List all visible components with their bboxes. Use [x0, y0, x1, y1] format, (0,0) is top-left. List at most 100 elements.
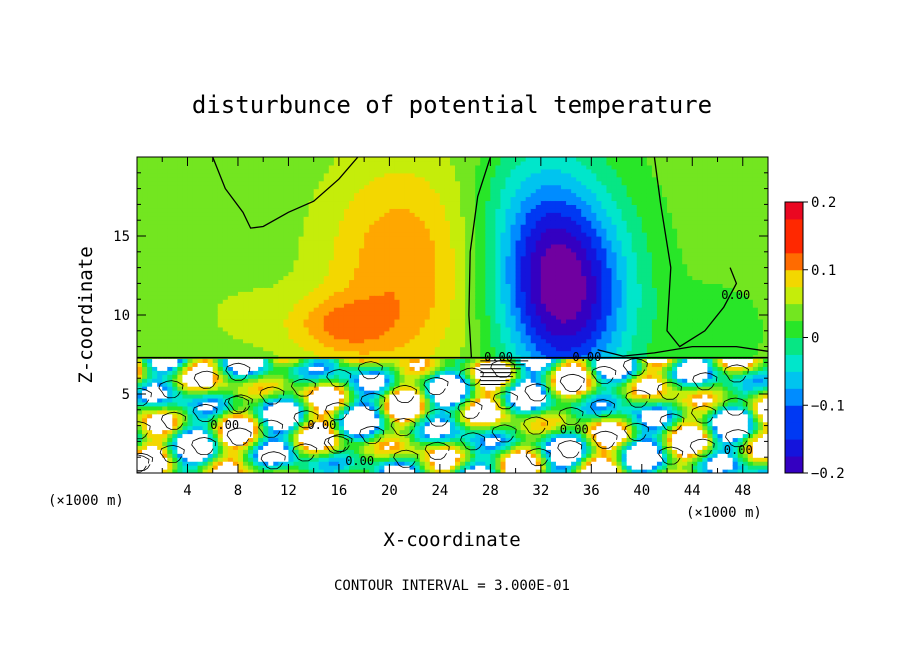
contour-line [212, 157, 359, 229]
contour-line [326, 369, 352, 388]
x-unit-left: (×1000 m) [48, 493, 124, 509]
contour-line [492, 391, 518, 410]
contour-line [160, 411, 187, 430]
contour-line [227, 394, 253, 413]
contour-label: 0.00 [724, 443, 753, 457]
contour-line [137, 454, 150, 473]
contour-line [423, 376, 449, 396]
x-unit-right: (×1000 m) [686, 505, 762, 521]
x-tick-label: 8 [234, 483, 242, 499]
colorbar-band [785, 218, 803, 237]
contour-line [656, 381, 682, 400]
colorbar-ticks: 0.2 0.1 0 −0.1 −0.2 [803, 195, 845, 482]
contour-line [137, 421, 151, 440]
contour-line [689, 438, 715, 457]
contour-label: 0.00 [721, 288, 750, 302]
contour-line [591, 365, 617, 384]
x-tick-label: 48 [734, 483, 751, 499]
contour-line [590, 399, 616, 418]
contour-line [191, 437, 217, 456]
contour-line [524, 383, 550, 402]
chart-title: disturbunce of potential temperature [192, 91, 712, 119]
colorbar [785, 202, 803, 474]
contour-line [624, 422, 650, 441]
contour-line [597, 345, 768, 357]
x-axis-ticks: 4 8 12 16 20 24 28 32 36 40 44 48 [161, 157, 751, 499]
contour-line [357, 361, 383, 380]
contour-label: 0.00 [484, 350, 513, 364]
colorbar-band [785, 405, 803, 423]
contour-line [424, 441, 450, 460]
contour-line [725, 429, 751, 448]
colorbar-band [785, 456, 803, 474]
contour-line [391, 384, 417, 403]
contour-line [425, 408, 452, 427]
contour-labels: 0.00 0.00 0.00 0.00 0.00 0.00 0.00 0.00 [210, 288, 753, 468]
contour-line [224, 395, 250, 415]
contour-line [523, 416, 549, 435]
colorbar-band [785, 320, 803, 338]
contour-line [137, 388, 152, 407]
x-tick-label: 32 [532, 483, 549, 499]
contour-line [290, 378, 316, 397]
temperature-field [137, 157, 768, 473]
x-tick-label: 20 [381, 483, 398, 499]
contour-line [722, 397, 748, 416]
colorbar-band [785, 235, 803, 254]
colorbar-tick-label: −0.1 [811, 398, 845, 414]
x-axis-label: X-coordinate [383, 529, 520, 551]
contour-line [458, 367, 484, 386]
contour-line [323, 435, 349, 454]
colorbar-band [785, 252, 803, 271]
x-tick-label: 36 [583, 483, 600, 499]
contour-line [192, 403, 218, 422]
y-axis-ticks: 5 10 15 [113, 172, 768, 458]
y-axis-label: Z-coordinate [75, 246, 97, 383]
colorbar-band [785, 303, 803, 322]
footnote: CONTOUR INTERVAL = 3.000E-01 [334, 578, 570, 594]
contour-line [325, 402, 351, 421]
contour-line [592, 430, 618, 449]
contour-line [158, 380, 184, 399]
contour-label: 0.00 [572, 350, 601, 364]
contour-line [457, 400, 483, 419]
contour-line [692, 372, 718, 391]
x-tick-label: 28 [482, 483, 499, 499]
colorbar-band [785, 439, 803, 457]
contour-line [691, 405, 717, 424]
contour-lines [137, 157, 768, 473]
contour-line [468, 157, 492, 358]
contour-label: 0.00 [345, 454, 374, 468]
contour-line [259, 386, 285, 405]
x-tick-label: 4 [183, 483, 191, 499]
contour-line [327, 433, 353, 452]
colorbar-band [785, 269, 803, 288]
colorbar-tick-label: 0.1 [811, 263, 836, 279]
colorbar-band [785, 202, 803, 220]
contour-line [260, 451, 286, 470]
contour-line [393, 449, 419, 468]
contour-line [558, 407, 584, 426]
contour-line [723, 364, 749, 383]
x-tick-label: 40 [633, 483, 650, 499]
contour-line [360, 392, 386, 411]
colorbar-band [785, 422, 803, 440]
contour-line [359, 425, 385, 445]
contour-line [625, 389, 651, 408]
colorbar-band [785, 286, 803, 305]
contour-line [390, 418, 416, 437]
contour-line [622, 358, 648, 377]
colorbar-tick-label: 0 [811, 331, 819, 347]
colorbar-band [785, 388, 803, 406]
contour-line [293, 410, 319, 429]
colorbar-tick-label: −0.2 [811, 466, 845, 482]
x-tick-label: 44 [684, 483, 701, 499]
contour-label: 0.00 [307, 418, 336, 432]
contour-line [557, 440, 583, 459]
contour-line [491, 424, 517, 443]
contour-line [159, 444, 185, 463]
colorbar-band [785, 354, 803, 372]
y-tick-label: 15 [113, 229, 130, 245]
contour-line [525, 448, 551, 467]
